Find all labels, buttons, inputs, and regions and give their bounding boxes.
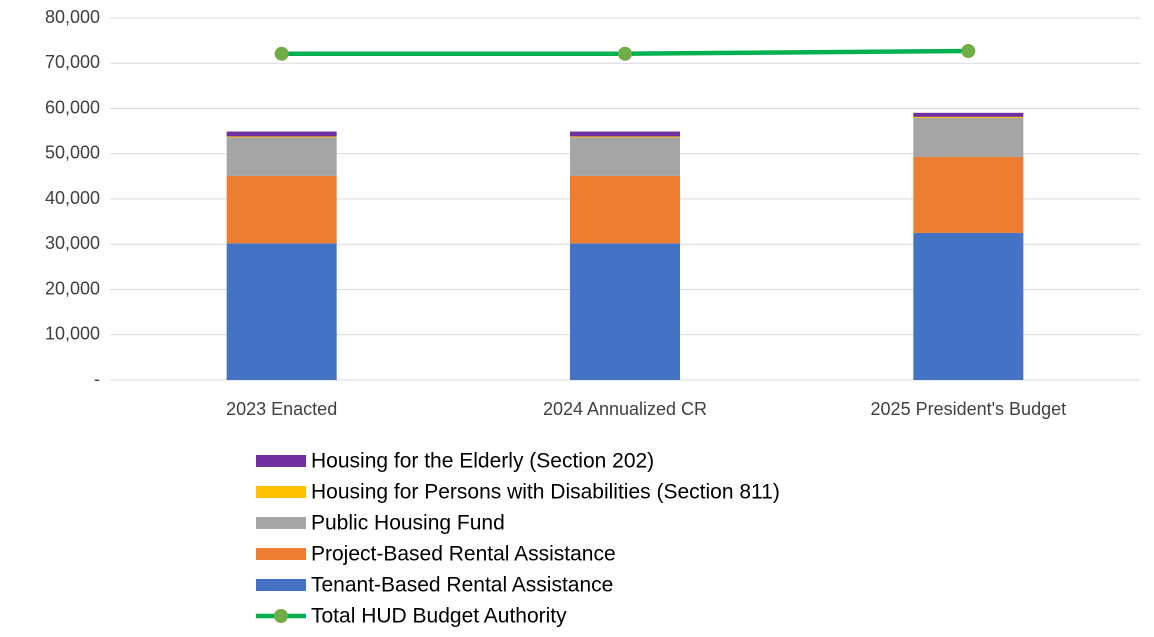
legend-label: Housing for the Elderly (Section 202) bbox=[311, 450, 654, 473]
legend-label: Project-Based Rental Assistance bbox=[311, 543, 616, 566]
y-tick-label: 50,000 bbox=[45, 143, 100, 163]
bar-segment bbox=[570, 131, 680, 137]
line-marker bbox=[274, 46, 289, 61]
bar-segment bbox=[913, 116, 1024, 119]
legend-label: Public Housing Fund bbox=[311, 512, 505, 535]
y-tick-label: - bbox=[94, 369, 100, 389]
bar-segment bbox=[913, 232, 1024, 380]
x-tick-label: 2024 Annualized CR bbox=[543, 399, 707, 419]
bar-segment bbox=[570, 243, 680, 380]
legend-swatch bbox=[256, 486, 306, 498]
bar-segment bbox=[226, 137, 337, 176]
bar-segment bbox=[226, 136, 337, 138]
bar-segment bbox=[913, 112, 1024, 117]
y-tick-label: 70,000 bbox=[45, 52, 100, 72]
y-tick-label: 20,000 bbox=[45, 278, 100, 298]
bar-segment bbox=[226, 131, 337, 137]
bar-segment bbox=[570, 175, 680, 244]
y-tick-label: 80,000 bbox=[45, 7, 100, 27]
legend-swatch bbox=[256, 579, 306, 591]
bar-segment bbox=[913, 118, 1024, 157]
line-marker bbox=[618, 46, 632, 61]
y-tick-label: 10,000 bbox=[45, 324, 100, 344]
line-marker bbox=[961, 44, 976, 59]
bar-segment bbox=[913, 156, 1024, 233]
x-tick-label: 2023 Enacted bbox=[226, 399, 337, 419]
legend-label: Tenant-Based Rental Assistance bbox=[311, 574, 613, 597]
y-tick-label: 60,000 bbox=[45, 97, 100, 117]
legend-label: Housing for Persons with Disabilities (S… bbox=[311, 481, 780, 504]
legend-swatch bbox=[256, 517, 306, 529]
bar-segment bbox=[226, 175, 337, 244]
legend-marker bbox=[274, 609, 288, 623]
legend-label: Total HUD Budget Authority bbox=[311, 605, 567, 628]
x-tick-label: 2025 President's Budget bbox=[871, 399, 1067, 419]
bar-segment bbox=[226, 243, 337, 380]
legend-swatch bbox=[256, 548, 306, 560]
y-tick-label: 40,000 bbox=[45, 188, 100, 208]
y-tick-label: 30,000 bbox=[45, 233, 100, 253]
legend: Housing for the Elderly (Section 202) Hou… bbox=[256, 450, 780, 628]
bar-segment bbox=[570, 137, 680, 176]
legend-swatch bbox=[256, 455, 306, 467]
bar-segment bbox=[570, 136, 680, 138]
